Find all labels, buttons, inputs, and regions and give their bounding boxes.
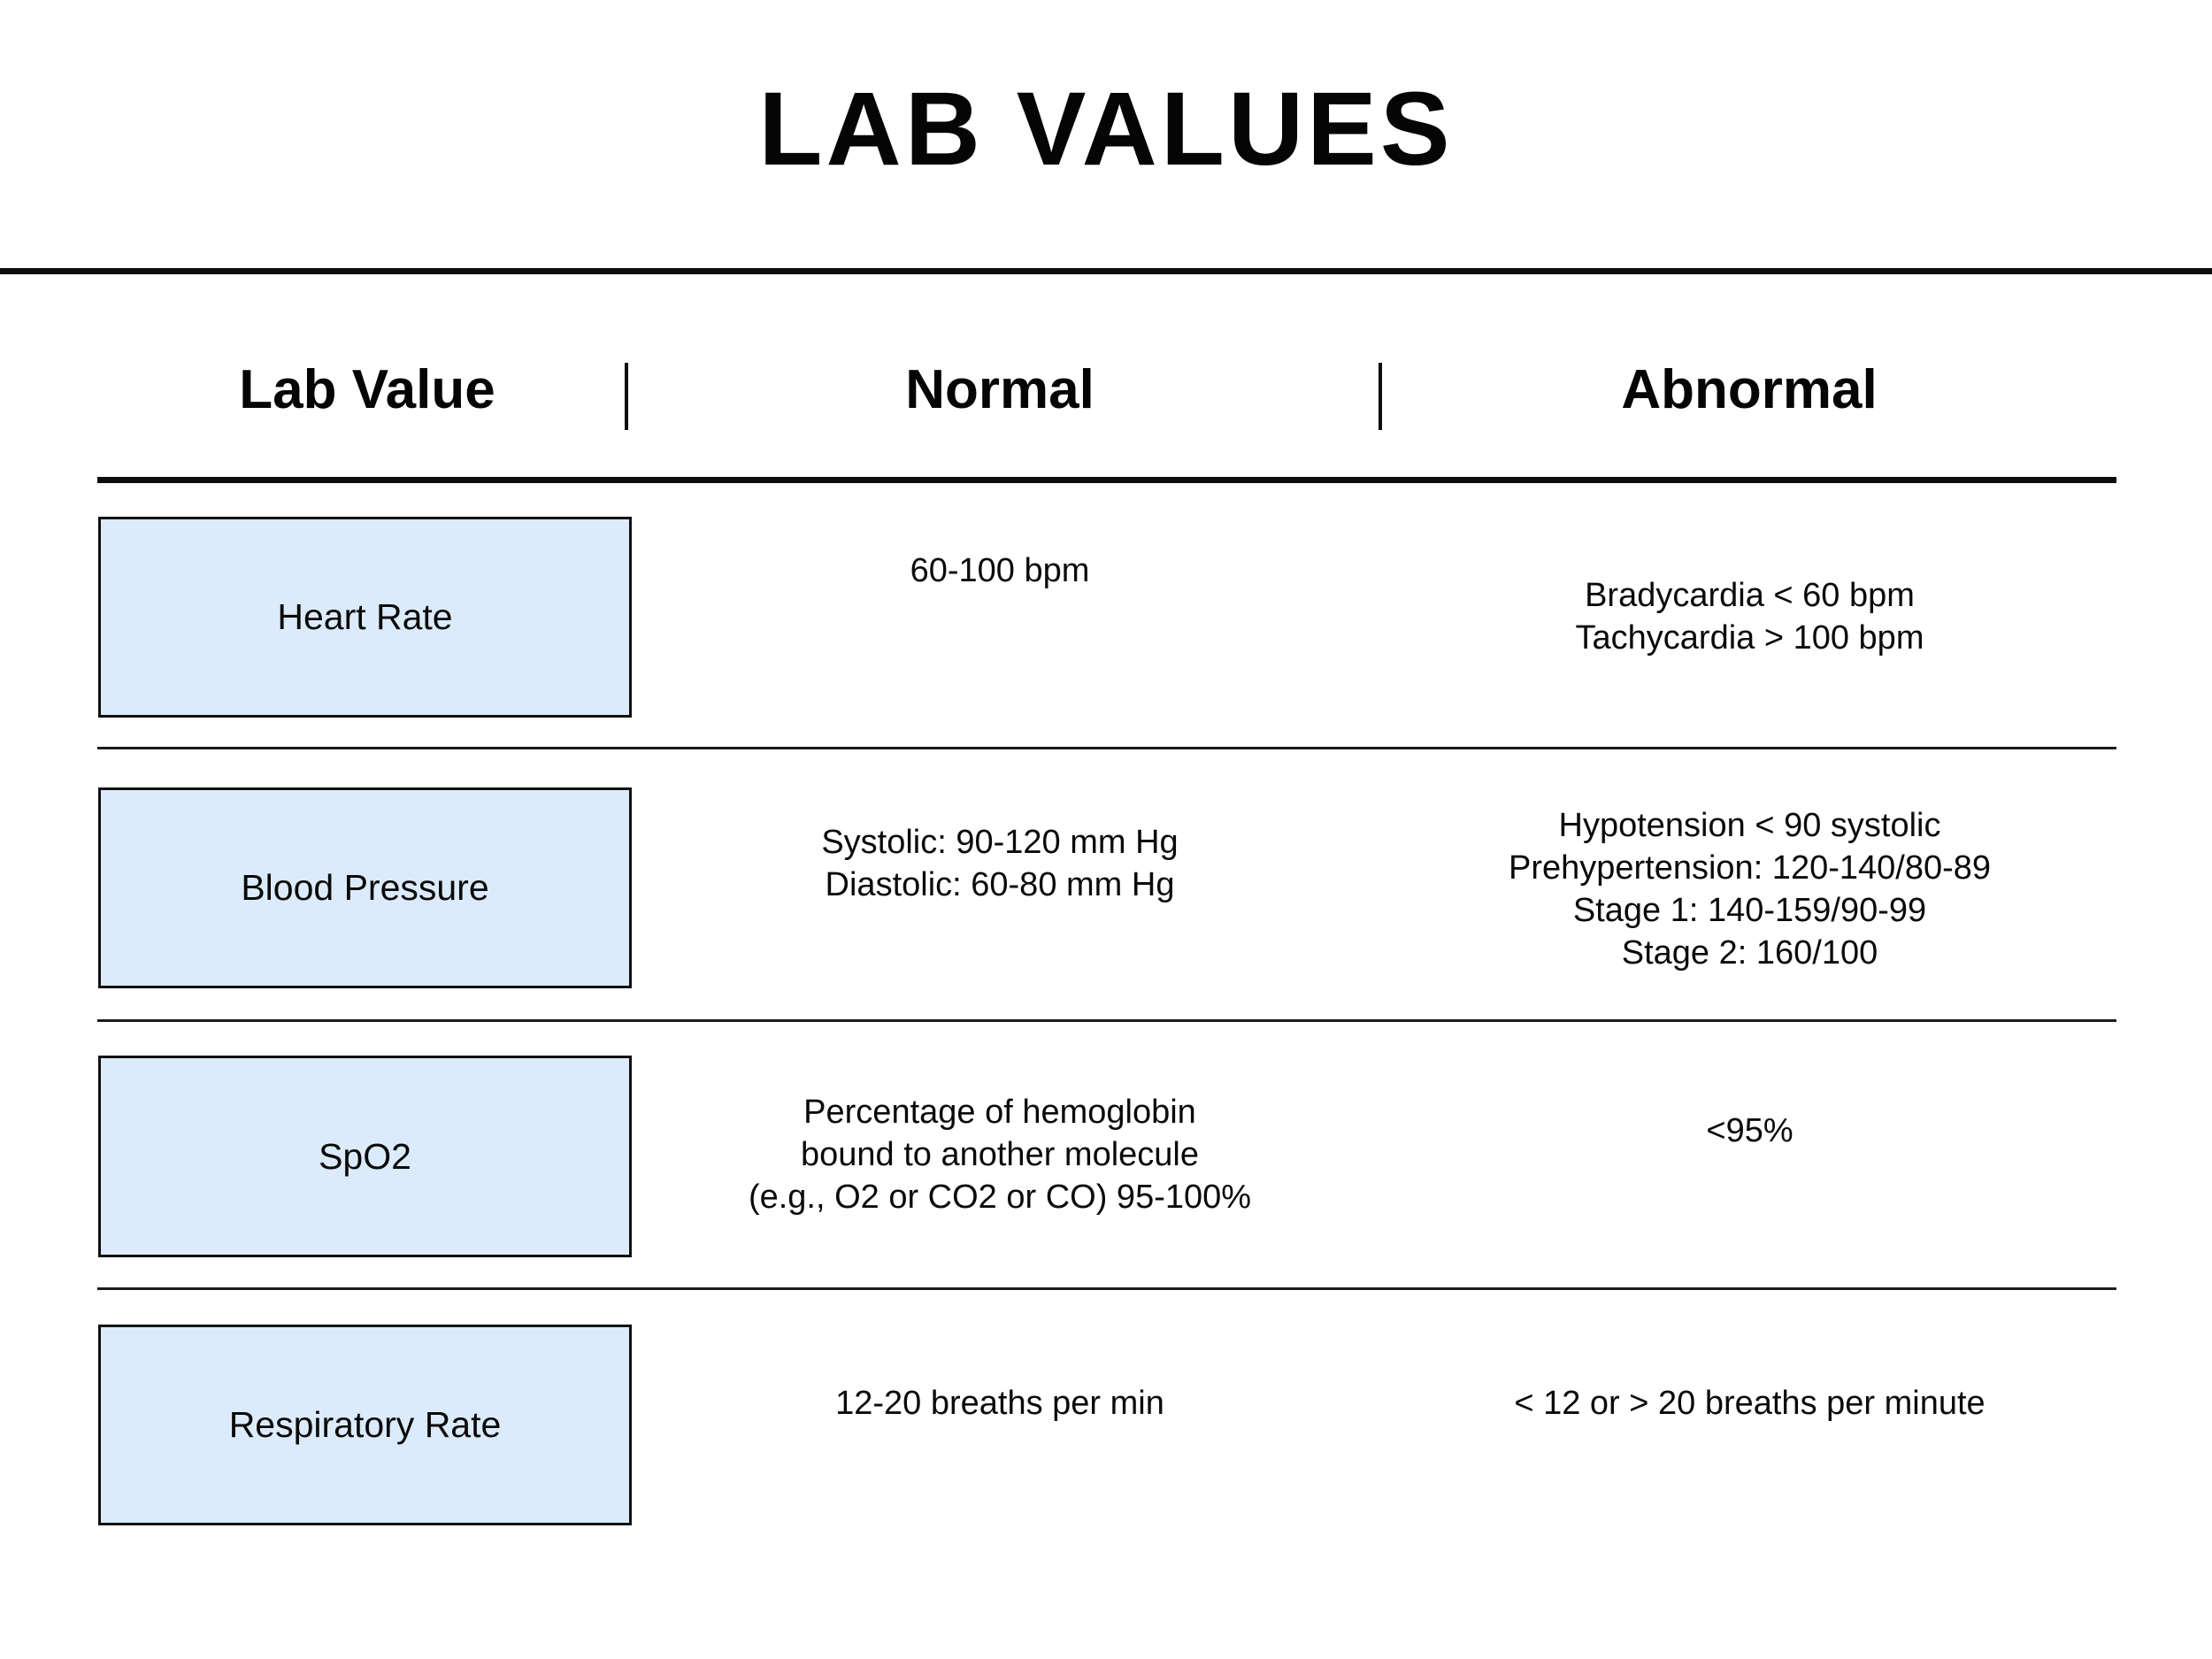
cell-spo2-abnormal: <95% [1376, 1110, 2124, 1152]
cell-respiratory-rate-abnormal: < 12 or > 20 breaths per minute [1376, 1382, 2124, 1425]
cell-text-line: bound to another molecule [801, 1136, 1199, 1173]
cell-text-line: Stage 2: 160/100 [1621, 934, 1878, 972]
cell-text-line: Percentage of hemoglobin [803, 1094, 1196, 1131]
row-label-text: SpO2 [319, 1135, 411, 1177]
column-separator-2 [1379, 363, 1382, 430]
row-divider-1 [97, 747, 2116, 749]
column-header-normal: Normal [905, 359, 1094, 420]
header-underline [97, 477, 2116, 483]
cell-text-line: Hypotension < 90 systolic [1558, 807, 1941, 844]
cell-text-line: (e.g., O2 or CO2 or CO) 95-100% [748, 1179, 1252, 1216]
column-separator-1 [625, 363, 628, 430]
cell-heart-rate-normal: 60-100 bpm [633, 549, 1367, 592]
cell-text-line: Prehypertension: 120-140/80-89 [1508, 849, 1992, 887]
cell-text-line: < 12 or > 20 breaths per minute [1514, 1385, 1985, 1422]
page-title: LAB VALUES [758, 71, 1454, 188]
cell-text-line: Diastolic: 60-80 mm Hg [825, 866, 1175, 903]
row-label-text: Heart Rate [277, 596, 453, 637]
row-label-respiratory-rate: Respiratory Rate [98, 1325, 632, 1525]
row-label-text: Respiratory Rate [228, 1404, 502, 1445]
row-divider-2 [97, 1019, 2116, 1022]
row-label-heart-rate: Heart Rate [98, 517, 632, 718]
row-divider-3 [97, 1287, 2116, 1290]
cell-text-line: Tachycardia > 100 bpm [1575, 619, 1924, 657]
cell-spo2-normal: Percentage of hemoglobin bound to anothe… [633, 1091, 1367, 1218]
cell-text-line: 60-100 bpm [910, 552, 1090, 589]
cell-text-line: 12-20 breaths per min [835, 1385, 1164, 1422]
cell-text-line: Bradycardia < 60 bpm [1585, 577, 1915, 614]
column-header-abnormal: Abnormal [1621, 359, 1878, 420]
cell-blood-pressure-normal: Systolic: 90-120 mm Hg Diastolic: 60-80 … [633, 821, 1367, 906]
cell-blood-pressure-abnormal: Hypotension < 90 systolic Prehypertensio… [1376, 804, 2124, 974]
row-label-spo2: SpO2 [98, 1056, 632, 1257]
title-divider-line [0, 268, 2212, 274]
column-header-lab-value: Lab Value [239, 359, 495, 420]
cell-text-line: Systolic: 90-120 mm Hg [821, 824, 1179, 861]
cell-text-line: <95% [1706, 1112, 1793, 1149]
cell-text-line: Stage 1: 140-159/90-99 [1572, 892, 1927, 929]
cell-respiratory-rate-normal: 12-20 breaths per min [633, 1382, 1367, 1425]
row-label-blood-pressure: Blood Pressure [98, 787, 632, 988]
cell-heart-rate-abnormal: Bradycardia < 60 bpm Tachycardia > 100 b… [1376, 574, 2124, 659]
row-label-text: Blood Pressure [241, 867, 489, 908]
